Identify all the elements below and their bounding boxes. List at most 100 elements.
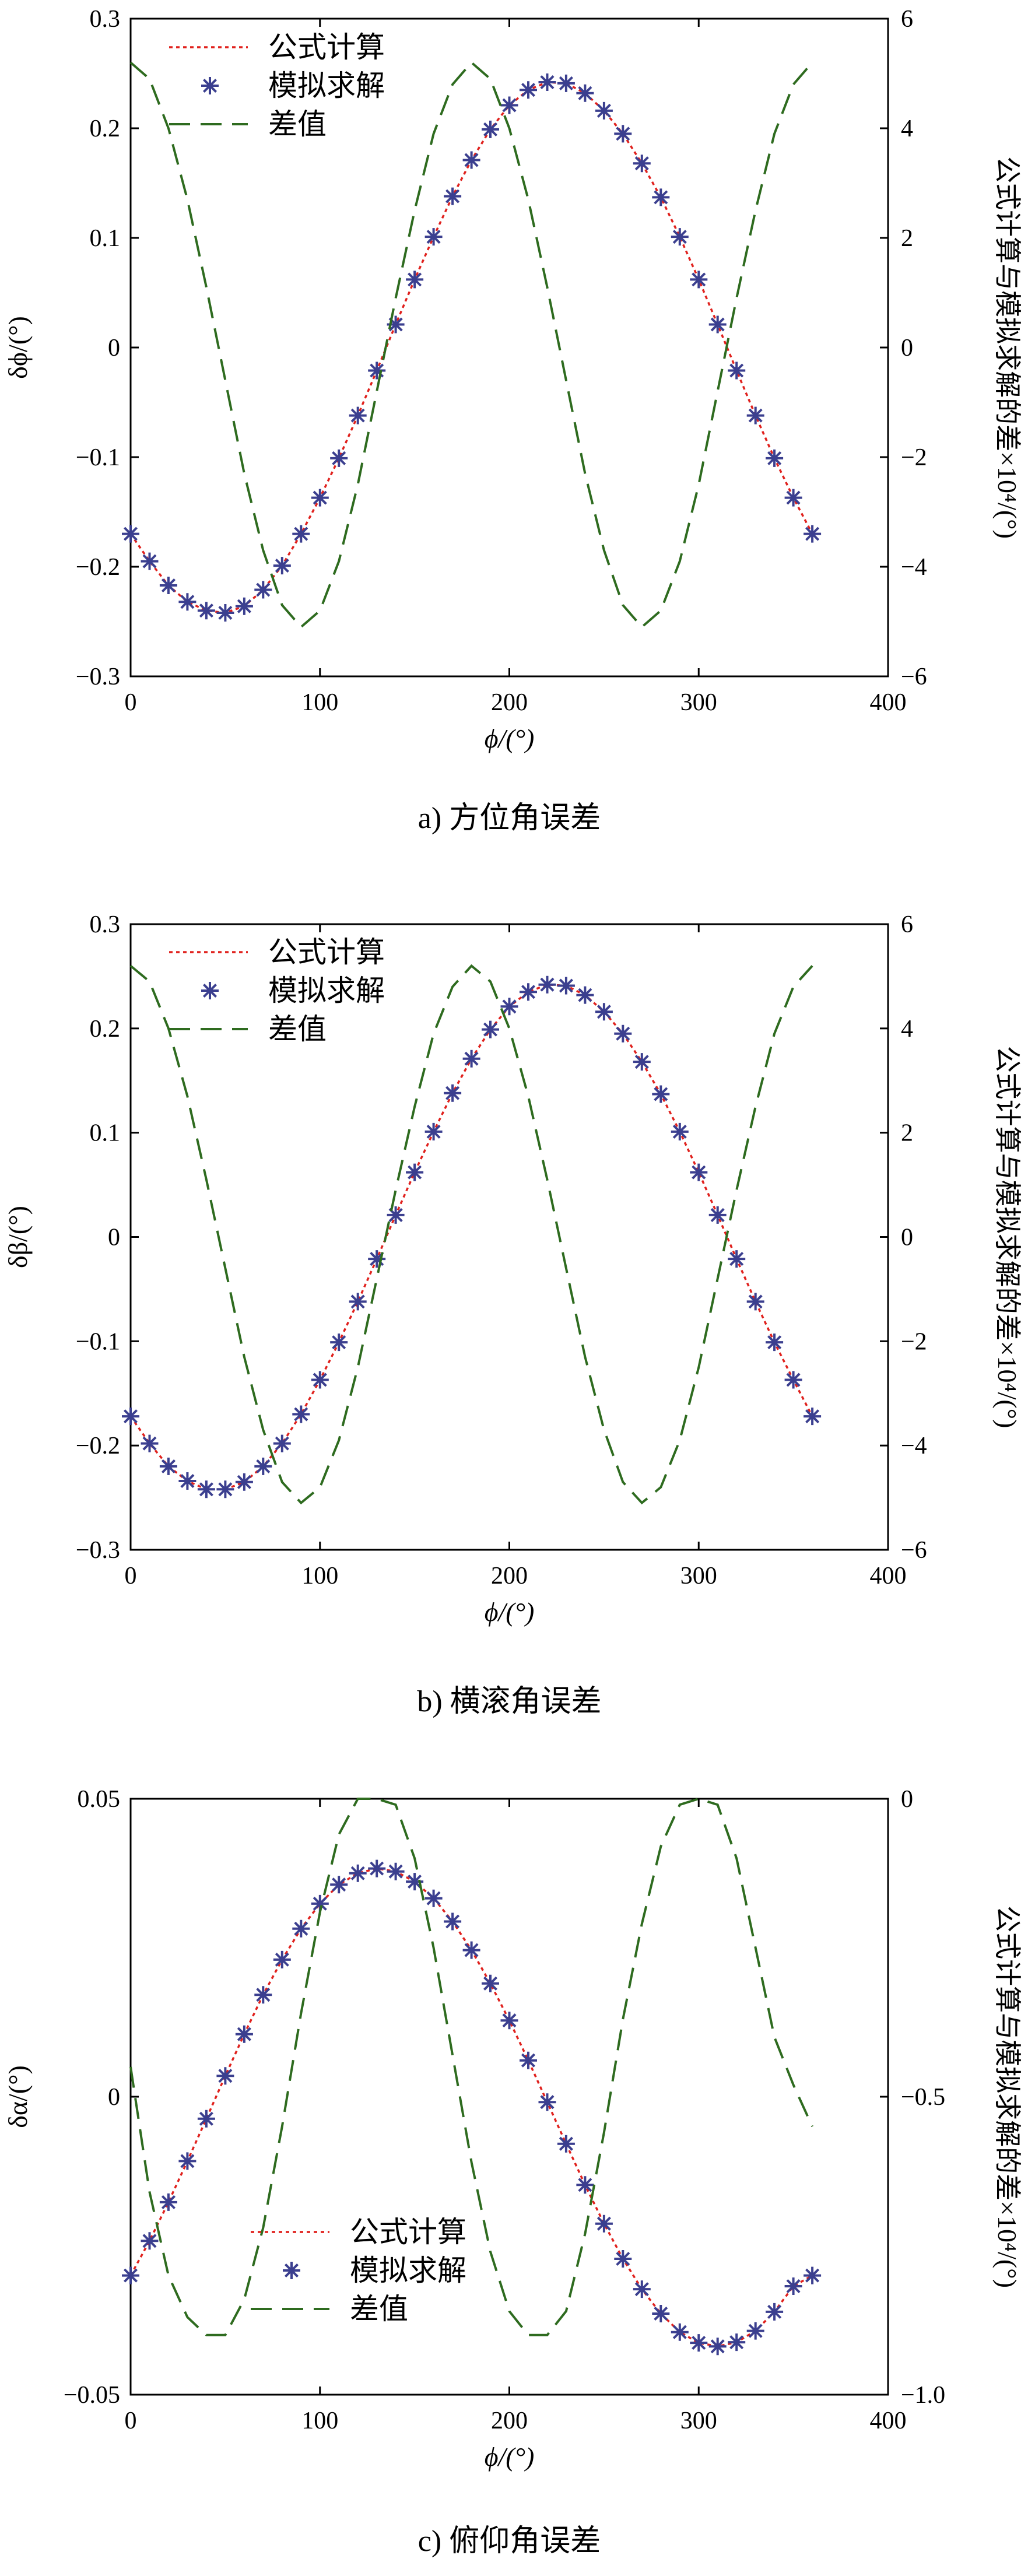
simulation-point xyxy=(197,2110,215,2128)
simulation-point xyxy=(424,1889,443,1907)
y-left-tick-label: 0 xyxy=(108,335,120,362)
simulation-point xyxy=(520,81,537,99)
simulation-point xyxy=(614,125,632,143)
x-tick-label: 300 xyxy=(680,2407,717,2434)
y-right-tick-label: 6 xyxy=(901,911,913,938)
y-left-tick-label: −0.05 xyxy=(64,2382,120,2409)
simulation-point xyxy=(614,1024,632,1043)
series-markers-simulation xyxy=(122,1859,822,2356)
series-line-formula xyxy=(129,1867,813,2347)
series-markers-simulation xyxy=(122,73,822,622)
simulation-point xyxy=(595,1003,613,1021)
simulation-point xyxy=(784,489,802,507)
simulation-point xyxy=(746,406,764,424)
chart-panel-c: 0 100 200 300 400−0.0500.05−1.0−0.50ϕ/(°)δα/… xyxy=(3,1786,1021,2558)
y-left-tick-label: 0.2 xyxy=(90,115,121,142)
x-tick-label: 100 xyxy=(301,2407,338,2434)
legend-label-difference: 差值 xyxy=(268,108,327,141)
figure-caption: a) 方位角误差 xyxy=(418,802,601,835)
y-left-tick-label: 0.2 xyxy=(90,1016,121,1043)
y-left-tick-label: −0.2 xyxy=(76,1433,120,1459)
y-right-tick-label: 2 xyxy=(901,225,913,252)
legend-label-formula: 公式计算 xyxy=(350,2216,466,2248)
chart-panel-b: 0 100 200 300 400 −0.3 −0.2 −0.1 0 0.1 0.2 0.3 −6 −4 −… xyxy=(3,911,1021,1718)
simulation-point xyxy=(122,525,139,543)
simulation-point xyxy=(235,597,253,615)
x-tick-label: 400 xyxy=(870,689,907,716)
simulation-point xyxy=(595,2214,613,2233)
simulation-point xyxy=(500,998,518,1016)
simulation-point xyxy=(538,975,556,994)
legend-swatch-simulation xyxy=(201,982,219,999)
simulation-point xyxy=(482,1020,499,1038)
plot-frame xyxy=(129,17,889,678)
simulation-point xyxy=(273,1434,291,1452)
simulation-point xyxy=(197,1480,215,1498)
simulation-point xyxy=(424,228,443,246)
y-right-tick-label: −0.5 xyxy=(901,2084,945,2111)
simulation-point xyxy=(254,1457,272,1475)
y-right-tick-label: −6 xyxy=(901,1537,927,1564)
x-axis-label: ϕ/(°) xyxy=(485,724,535,753)
simulation-point xyxy=(784,1371,802,1389)
simulation-point xyxy=(311,1894,329,1912)
simulation-point xyxy=(576,84,594,102)
simulation-point xyxy=(368,1250,386,1268)
x-tick-label: 300 xyxy=(680,689,717,716)
simulation-point xyxy=(235,1473,253,1491)
y-right-tick-label: 4 xyxy=(901,1016,913,1043)
simulation-point xyxy=(728,2333,746,2352)
series-line-difference xyxy=(129,964,813,1505)
x-tick-label: 300 xyxy=(680,1563,717,1589)
simulation-point xyxy=(141,1434,159,1452)
simulation-point xyxy=(671,228,689,246)
legend-label-difference: 差值 xyxy=(268,1013,327,1045)
legend-label-formula: 公式计算 xyxy=(268,936,385,968)
simulation-point xyxy=(235,2025,253,2043)
simulation-point xyxy=(766,1333,784,1352)
y-right-axis-label: 公式计算与模拟求解的差×10⁴/(°) xyxy=(992,1046,1021,1429)
simulation-point xyxy=(292,1919,310,1938)
simulation-point xyxy=(141,552,159,570)
simulation-point xyxy=(424,1122,443,1140)
y-right-tick-label: −2 xyxy=(901,1328,927,1355)
simulation-point xyxy=(746,2322,764,2340)
simulation-point xyxy=(728,1250,746,1268)
y-right-tick-label: −6 xyxy=(901,664,927,690)
figure-caption: c) 俯仰角误差 xyxy=(418,2525,601,2558)
simulation-point xyxy=(444,187,462,205)
simulation-point xyxy=(273,1950,291,1968)
series-markers-simulation xyxy=(122,975,822,1498)
y-left-tick-label: −0.3 xyxy=(76,664,120,690)
y-left-tick-label: −0.2 xyxy=(76,554,120,581)
series-line-difference xyxy=(129,61,813,629)
simulation-point xyxy=(178,593,197,611)
simulation-point xyxy=(538,73,556,91)
simulation-point xyxy=(406,271,424,289)
simulation-point xyxy=(368,362,386,380)
simulation-point xyxy=(273,557,291,575)
simulation-point xyxy=(330,1876,348,1894)
simulation-point xyxy=(652,2305,670,2322)
simulation-point xyxy=(728,362,746,380)
y-left-tick-label: 0.05 xyxy=(78,1786,121,1813)
y-right-tick-label: −4 xyxy=(901,554,927,581)
y-left-tick-label: −0.1 xyxy=(76,1328,120,1355)
simulation-point xyxy=(159,577,177,594)
simulation-point xyxy=(406,1163,424,1181)
simulation-point xyxy=(633,155,651,173)
simulation-point xyxy=(311,1371,329,1389)
simulation-point xyxy=(216,1480,234,1498)
simulation-point xyxy=(482,1974,499,1992)
y-right-tick-label: 0 xyxy=(901,1786,913,1813)
simulation-point xyxy=(254,581,272,599)
simulation-point xyxy=(122,1408,139,1426)
simulation-point xyxy=(462,1050,480,1068)
x-tick-label: 100 xyxy=(301,1563,338,1589)
x-tick-label: 0 xyxy=(125,689,137,716)
legend-label-difference: 差值 xyxy=(350,2293,408,2325)
y-right-axis-label: 公式计算与模拟求解的差×10⁴/(°) xyxy=(992,1905,1021,2288)
simulation-point xyxy=(500,96,518,114)
